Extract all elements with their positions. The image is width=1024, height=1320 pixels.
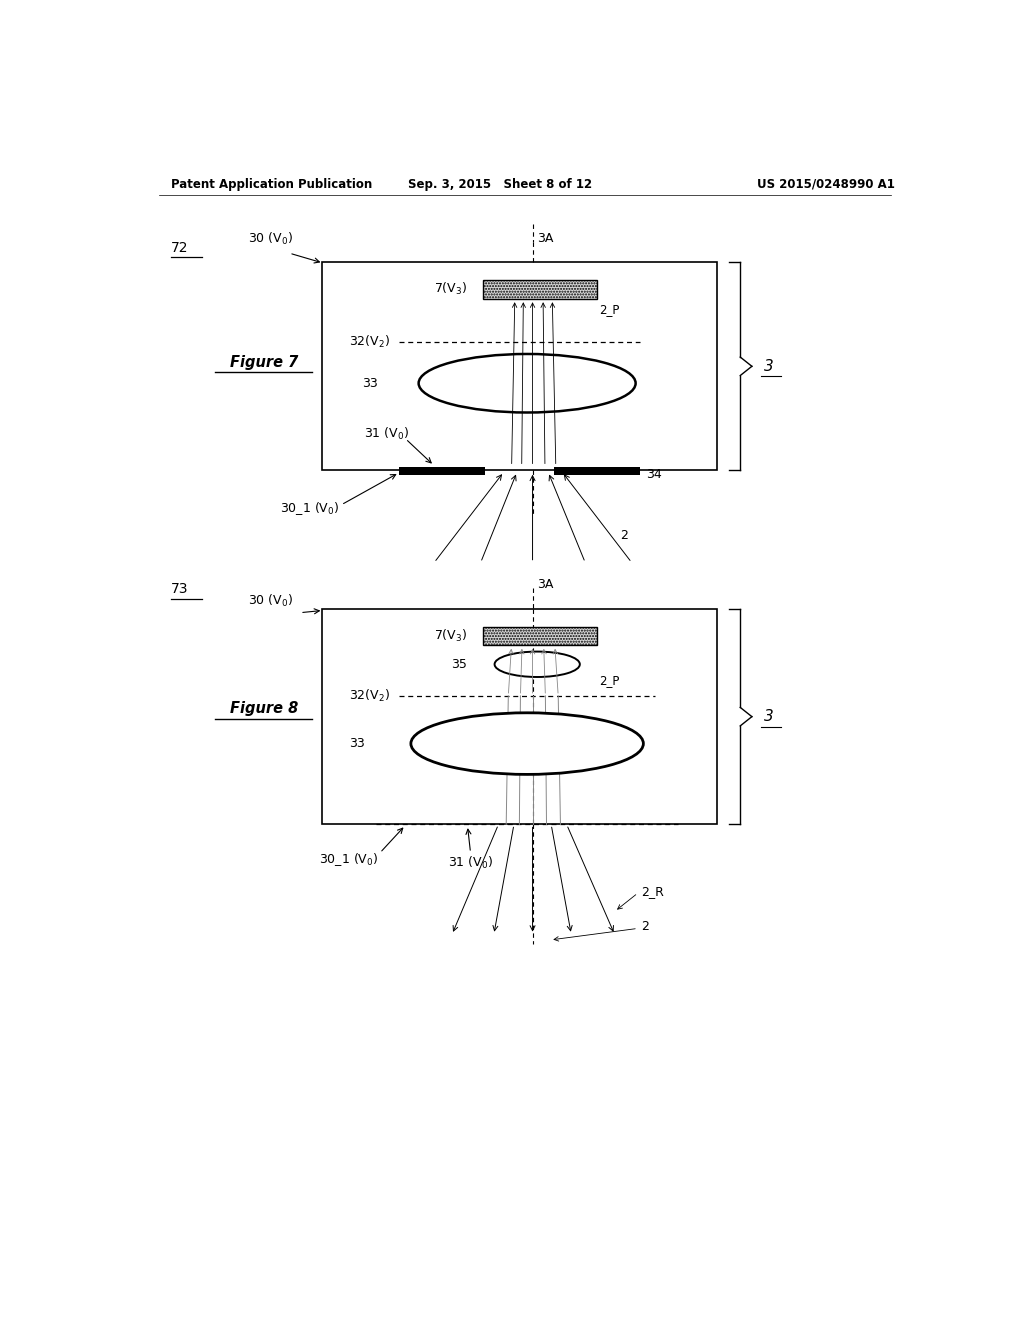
Ellipse shape	[495, 652, 580, 677]
Bar	[554, 467, 640, 475]
Text: Figure 8: Figure 8	[229, 701, 298, 717]
Text: Sep. 3, 2015   Sheet 8 of 12: Sep. 3, 2015 Sheet 8 of 12	[408, 178, 592, 190]
Text: US 2015/0248990 A1: US 2015/0248990 A1	[758, 178, 895, 190]
Bar	[322, 609, 717, 825]
Bar	[322, 263, 717, 470]
Text: 2_P: 2_P	[599, 675, 620, 686]
Text: 31 (V$_0$): 31 (V$_0$)	[365, 426, 410, 442]
Text: 2_P: 2_P	[599, 302, 620, 315]
Text: Patent Application Publication: Patent Application Publication	[171, 178, 372, 190]
Ellipse shape	[411, 713, 643, 775]
Text: 34: 34	[646, 467, 662, 480]
Text: 3: 3	[764, 709, 773, 725]
Text: 30 (V$_0$): 30 (V$_0$)	[248, 593, 293, 609]
Text: 72: 72	[171, 240, 188, 255]
Text: 73: 73	[171, 582, 188, 595]
Text: 7(V$_3$): 7(V$_3$)	[434, 628, 467, 644]
Bar	[483, 627, 597, 645]
Text: 7(V$_3$): 7(V$_3$)	[434, 281, 467, 297]
Text: Figure 7: Figure 7	[229, 355, 298, 370]
Text: 2_R: 2_R	[641, 884, 664, 898]
Bar	[483, 280, 597, 298]
Text: 30_1 (V$_0$): 30_1 (V$_0$)	[281, 500, 340, 517]
Text: 32(V$_2$): 32(V$_2$)	[349, 334, 390, 350]
Text: 32(V$_2$): 32(V$_2$)	[349, 688, 390, 704]
Text: 3A: 3A	[538, 578, 554, 591]
Text: 31 (V$_0$): 31 (V$_0$)	[447, 855, 494, 871]
Ellipse shape	[419, 354, 636, 413]
Text: 33: 33	[361, 376, 378, 389]
Text: 2: 2	[621, 529, 628, 543]
Text: 33: 33	[348, 737, 365, 750]
Text: 3A: 3A	[538, 231, 554, 244]
Text: 30 (V$_0$): 30 (V$_0$)	[248, 231, 293, 247]
Text: 2: 2	[641, 920, 649, 933]
Text: 30_1 (V$_0$): 30_1 (V$_0$)	[319, 850, 379, 867]
Text: 35: 35	[452, 657, 467, 671]
Text: 3: 3	[764, 359, 773, 374]
Bar	[399, 467, 484, 475]
